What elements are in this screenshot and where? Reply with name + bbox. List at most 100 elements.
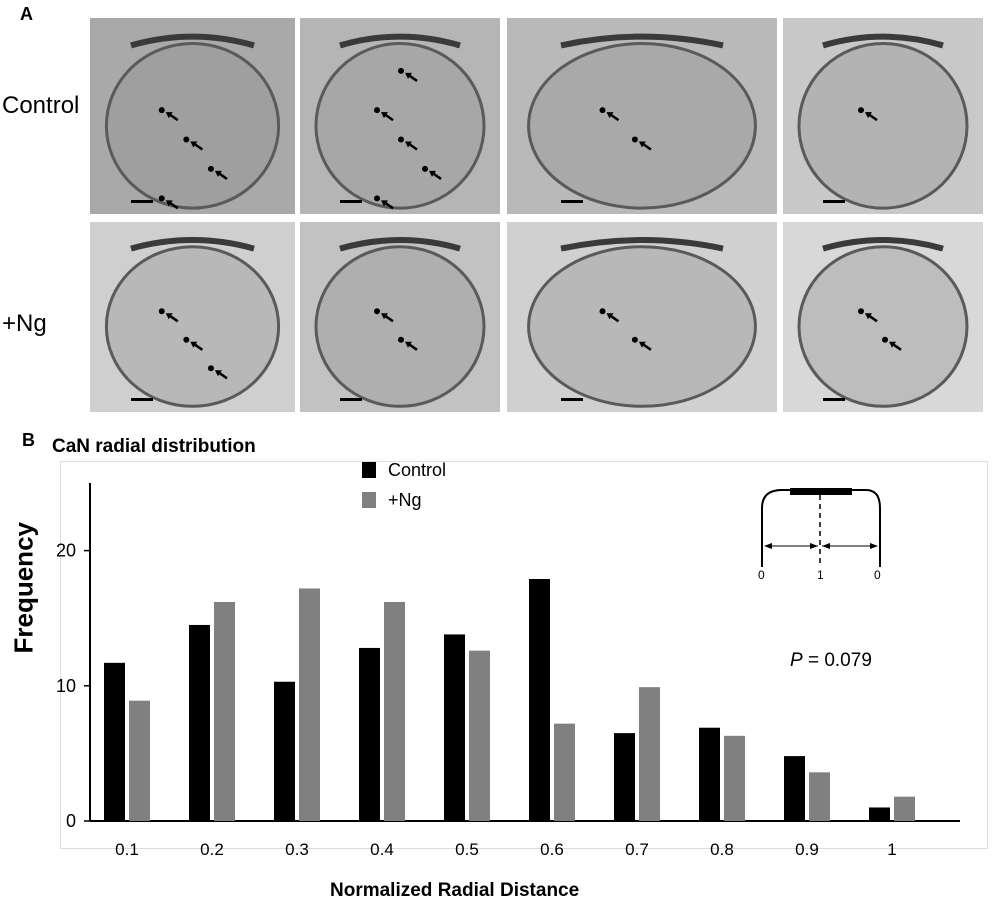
particle-arrowhead (214, 170, 222, 177)
schematic-outline (761, 489, 881, 567)
scale-bar (340, 200, 362, 203)
row-label-control: Control (2, 92, 80, 119)
psd-band (822, 237, 944, 252)
legend-label-ng: +Ng (388, 490, 422, 510)
bar-control-0.2 (189, 624, 210, 821)
gold-particle (599, 107, 606, 114)
em-image-control-4 (783, 18, 983, 214)
particle-arrowhead (865, 112, 872, 119)
bar-ng-0.1 (129, 700, 150, 821)
x-axis-label: Normalized Radial Distance (330, 880, 580, 901)
y-tick-label: 20 (56, 541, 76, 561)
p-value-symbol: P (790, 650, 803, 671)
legend-swatch-ng (362, 492, 376, 508)
gold-particle (158, 195, 165, 202)
x-tick-label: 0.3 (285, 840, 309, 859)
em-image-ng-3 (507, 222, 777, 412)
gold-particle (183, 336, 190, 343)
bar-control-0.4 (359, 647, 380, 821)
bar-control-1 (869, 807, 890, 821)
gold-particle (631, 336, 638, 343)
bar-control-0.3 (274, 681, 295, 821)
schematic-arrowhead-mid-right (822, 543, 830, 549)
schematic-arrowhead-right (870, 543, 878, 549)
bar-ng-0.7 (639, 687, 660, 821)
x-tick-label: 0.6 (540, 840, 564, 859)
gold-particle (858, 308, 864, 315)
p-value-text: = 0.079 (802, 650, 872, 671)
particle-arrowhead (889, 341, 896, 348)
gold-particle (207, 365, 214, 372)
p-value-annotation: P = 0.079 (790, 650, 872, 672)
particle-arrowhead (405, 141, 412, 148)
bar-control-0.8 (699, 727, 720, 821)
gold-particle (398, 67, 404, 74)
particle-arrowhead (606, 313, 614, 320)
particle-arrowhead (165, 200, 173, 207)
x-tick-label: 0.1 (115, 840, 139, 859)
em-image-control-1 (90, 18, 295, 214)
bar-ng-0.8 (724, 735, 745, 821)
gold-particle (374, 195, 380, 202)
schematic-label-left: 0 (758, 568, 765, 582)
scale-bar (131, 398, 153, 401)
particle-arrowhead (638, 341, 646, 348)
particle-arrowhead (865, 313, 872, 320)
psd-band (130, 33, 255, 49)
particle-arrowhead (165, 313, 173, 320)
particle-arrowhead (405, 341, 412, 348)
psd-band (339, 33, 461, 49)
gold-particle (882, 336, 888, 343)
chart-title: CaN radial distribution (52, 436, 256, 457)
particle-arrowhead (606, 112, 614, 119)
gold-particle (858, 107, 864, 114)
scale-bar (823, 200, 845, 203)
y-tick-label: 0 (66, 811, 76, 831)
gold-particle (158, 308, 165, 315)
bar-ng-0.9 (809, 772, 830, 821)
chart-frame (60, 461, 988, 849)
gold-particle (599, 308, 606, 315)
em-image-control-2 (300, 18, 500, 214)
psd-band (822, 33, 944, 49)
y-tick-label: 10 (56, 676, 76, 696)
particle-arrowhead (381, 313, 388, 320)
x-tick-label: 0.2 (200, 840, 224, 859)
em-image-ng-1 (90, 222, 295, 412)
chart-bars (104, 578, 915, 821)
schematic-arrowhead-left (764, 543, 772, 549)
bar-ng-0.2 (214, 601, 235, 821)
gold-particle (631, 136, 638, 143)
bar-ng-0.5 (469, 650, 490, 821)
gold-particle (398, 136, 404, 143)
membrane-outline (104, 245, 281, 408)
em-image-ng-2 (300, 222, 500, 412)
bar-ng-0.4 (384, 601, 405, 821)
schematic-psd (790, 488, 852, 495)
bar-control-0.5 (444, 634, 465, 821)
gold-particle (422, 165, 428, 172)
membrane-outline (314, 245, 486, 408)
gold-particle (398, 336, 404, 343)
gold-particle (374, 107, 380, 114)
particle-arrowhead (381, 112, 388, 119)
bar-ng-0.3 (299, 588, 320, 821)
em-image-ng-4 (783, 222, 983, 412)
psd-band (339, 237, 461, 252)
scale-bar (131, 200, 153, 203)
psd-band (560, 237, 724, 252)
em-image-control-3 (507, 18, 777, 214)
bar-ng-1 (894, 796, 915, 821)
legend-swatch-control (362, 462, 376, 478)
particle-arrowhead (214, 370, 222, 377)
gold-particle (158, 107, 165, 114)
x-tick-label: 0.4 (370, 840, 394, 859)
bar-control-0.7 (614, 733, 635, 821)
membrane-outline (314, 41, 486, 210)
membrane-outline (527, 245, 757, 408)
particle-arrowhead (165, 112, 173, 119)
particle-arrowhead (638, 141, 646, 148)
psd-band (130, 237, 255, 252)
